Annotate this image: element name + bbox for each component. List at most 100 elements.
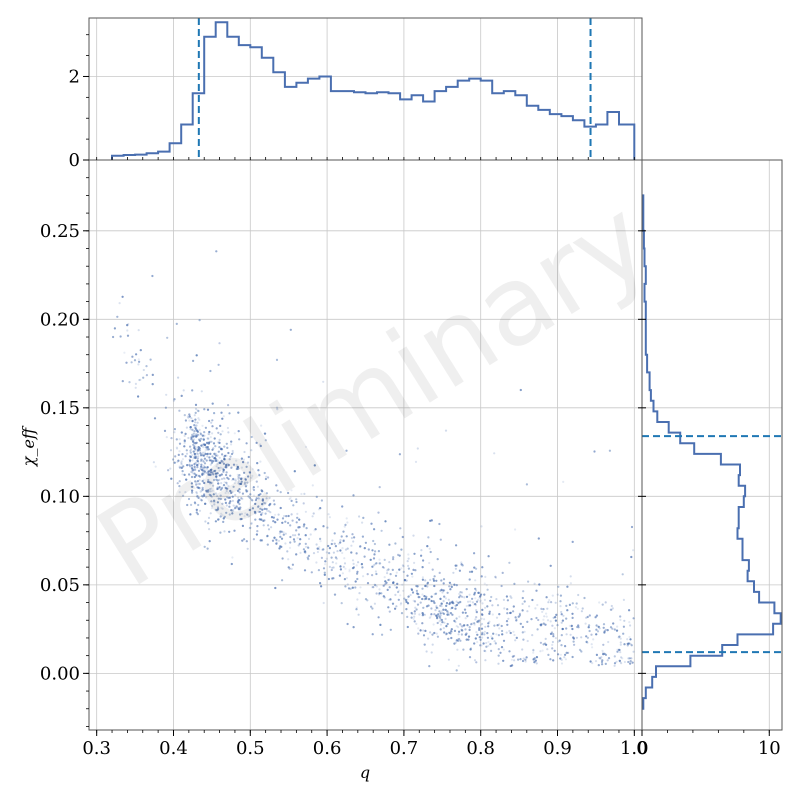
scatter-point	[417, 627, 420, 630]
scatter-point	[167, 469, 170, 472]
scatter-point	[433, 631, 436, 635]
scatter-point	[360, 563, 363, 566]
scatter-point	[216, 501, 219, 504]
scatter-point	[405, 600, 408, 604]
scatter-point	[416, 603, 420, 606]
scatter-point	[382, 566, 386, 569]
scatter-point	[512, 630, 515, 633]
scatter-point	[429, 550, 432, 554]
scatter-point	[460, 561, 463, 564]
scatter-point	[609, 626, 613, 629]
scatter-point	[580, 650, 583, 653]
scatter-point	[451, 601, 454, 604]
scatter-point	[428, 547, 431, 550]
scatter-point	[345, 535, 348, 538]
scatter-point	[128, 381, 131, 384]
scatter-point	[164, 406, 167, 409]
scatter-point	[535, 656, 539, 659]
scatter-point	[609, 608, 613, 611]
scatter-point	[199, 498, 202, 501]
scatter-point	[290, 489, 293, 492]
scatter-point	[483, 582, 486, 585]
scatter-point	[223, 530, 226, 533]
scatter-point	[398, 453, 401, 456]
scatter-point	[380, 592, 383, 595]
scatter-point	[182, 389, 185, 392]
scatter-point	[466, 615, 469, 618]
scatter-point	[210, 487, 213, 490]
scatter-point	[176, 460, 179, 464]
scatter-point	[214, 469, 217, 472]
scatter-point	[287, 566, 290, 569]
scatter-point	[266, 509, 269, 512]
scatter-point	[438, 615, 441, 618]
scatter-point	[371, 607, 374, 610]
scatter-point	[531, 598, 534, 602]
scatter-point	[373, 542, 376, 546]
scatter-point	[565, 633, 568, 636]
scatter-point	[137, 329, 140, 332]
scatter-point	[355, 608, 358, 611]
scatter-point	[277, 539, 281, 542]
scatter-point	[271, 539, 275, 542]
scatter-point	[266, 535, 269, 538]
scatter-point	[469, 647, 473, 650]
scatter-point	[214, 454, 217, 457]
scatter-point	[208, 481, 211, 484]
scatter-point	[245, 484, 248, 487]
scatter-point	[189, 465, 192, 468]
scatter-point	[180, 461, 183, 464]
scatter-point	[359, 586, 362, 589]
scatter-point	[330, 556, 333, 559]
scatter-point	[432, 623, 435, 626]
scatter-point	[180, 460, 183, 463]
scatter-point	[335, 562, 338, 565]
scatter-point	[318, 548, 321, 551]
scatter-point	[549, 632, 553, 636]
scatter-point	[627, 657, 630, 660]
scatter-point	[281, 579, 284, 582]
scatter-point	[196, 457, 199, 460]
scatter-point	[613, 628, 616, 631]
scatter-point	[427, 604, 430, 607]
scatter-point	[474, 618, 477, 621]
scatter-point	[324, 563, 327, 566]
scatter-point	[346, 622, 349, 626]
scatter-point	[474, 603, 477, 606]
scatter-point	[316, 547, 319, 550]
scatter-point	[225, 504, 228, 507]
scatter-point	[470, 570, 474, 573]
scatter-point	[509, 631, 512, 635]
scatter-point	[202, 478, 205, 481]
scatter-point	[250, 521, 253, 525]
scatter-point	[571, 627, 574, 631]
scatter-point	[513, 659, 516, 662]
scatter-point	[604, 662, 607, 666]
scatter-point	[209, 472, 212, 475]
scatter-point	[297, 533, 300, 536]
scatter-point	[444, 617, 447, 621]
scatter-point	[202, 451, 205, 454]
scatter-point	[149, 358, 152, 361]
scatter-point	[535, 662, 538, 665]
scatter-point	[194, 468, 197, 472]
scatter-point	[339, 541, 342, 544]
scatter-point	[193, 463, 196, 466]
scatter-point	[572, 640, 575, 643]
scatter-point	[411, 591, 415, 594]
scatter-point	[424, 584, 427, 587]
scatter-point	[372, 539, 375, 543]
scatter-point	[194, 411, 197, 414]
scatter-point	[199, 431, 202, 434]
scatter-point	[415, 608, 418, 611]
scatter-point	[553, 649, 556, 652]
scatter-point	[477, 591, 480, 595]
scatter-point	[194, 453, 197, 456]
scatter-point	[200, 489, 203, 492]
scatter-point	[295, 529, 298, 532]
scatter-point	[332, 577, 335, 580]
scatter-point	[240, 512, 243, 516]
scatter-point	[430, 595, 433, 598]
scatter-point	[342, 530, 345, 533]
scatter-point	[587, 626, 590, 629]
